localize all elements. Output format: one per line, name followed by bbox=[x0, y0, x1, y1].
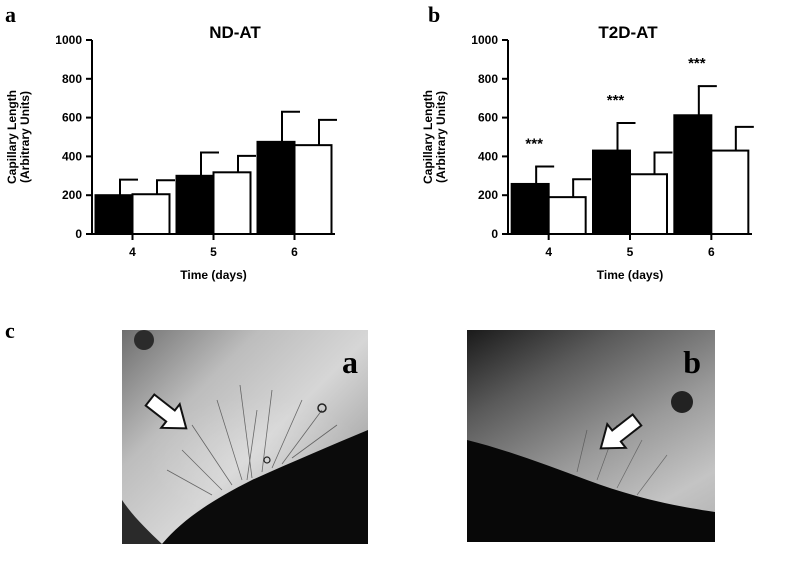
y-tick-label: 0 bbox=[491, 227, 498, 241]
y-tick-label: 1000 bbox=[55, 33, 82, 47]
y-axis-label: Capillary Length bbox=[421, 90, 435, 184]
bar-open bbox=[629, 173, 668, 235]
micrograph-t2d-at: b bbox=[467, 330, 715, 542]
micrograph-label-b: b bbox=[683, 344, 701, 380]
y-tick-label: 800 bbox=[478, 72, 498, 86]
x-tick-label: 6 bbox=[291, 245, 298, 259]
y-tick-label: 200 bbox=[62, 188, 82, 202]
micrograph-nd-at-art bbox=[122, 330, 368, 544]
bar-filled bbox=[256, 140, 296, 236]
x-axis-label: Time (days) bbox=[597, 268, 663, 282]
x-axis-label: Time (days) bbox=[180, 268, 246, 282]
significance-marker: *** bbox=[525, 135, 543, 152]
y-tick-label: 600 bbox=[62, 111, 82, 125]
chart-title: T2D-AT bbox=[598, 23, 658, 42]
x-tick-label: 5 bbox=[210, 245, 217, 259]
arrow-icon bbox=[144, 393, 188, 430]
bar-open bbox=[212, 171, 252, 235]
bar-open bbox=[547, 196, 587, 235]
bar-filled bbox=[673, 114, 713, 235]
micrograph-nd-at: a bbox=[122, 330, 368, 544]
y-tick-label: 1000 bbox=[471, 33, 498, 47]
bar-open bbox=[293, 144, 333, 235]
y-axis-label-units: (Arbitrary Units) bbox=[434, 91, 448, 183]
bar-filled bbox=[592, 149, 631, 235]
significance-marker: *** bbox=[607, 92, 625, 109]
x-tick-label: 6 bbox=[708, 245, 715, 259]
x-tick-label: 5 bbox=[627, 245, 634, 259]
y-axis-label-units: (Arbitrary Units) bbox=[18, 91, 32, 183]
y-tick-label: 400 bbox=[478, 149, 498, 163]
x-tick-label: 4 bbox=[545, 245, 552, 259]
bar-filled bbox=[94, 194, 134, 235]
y-tick-label: 0 bbox=[75, 227, 82, 241]
micrograph-label-a: a bbox=[342, 344, 358, 380]
y-tick-label: 400 bbox=[62, 149, 82, 163]
chart-t2d-at: T2D-AT 0 200 400 600 800 1000 Capillary Length(… bbox=[421, 23, 754, 282]
panel-label-a: a bbox=[5, 2, 16, 27]
bar-filled bbox=[175, 174, 215, 236]
bar-filled bbox=[510, 182, 550, 235]
bar-open bbox=[710, 149, 750, 235]
y-tick-label: 200 bbox=[478, 188, 498, 202]
bar-open bbox=[131, 193, 171, 235]
panel-label-c: c bbox=[5, 318, 15, 343]
significance-marker: *** bbox=[688, 55, 706, 72]
y-axis-label: Capillary Length bbox=[5, 90, 19, 184]
x-tick-label: 4 bbox=[129, 245, 136, 259]
y-tick-label: 600 bbox=[478, 111, 498, 125]
y-tick-label: 800 bbox=[62, 72, 82, 86]
arrow-icon bbox=[599, 413, 643, 450]
micrograph-t2d-at-art bbox=[467, 391, 715, 542]
panel-label-b: b bbox=[428, 2, 441, 27]
chart-title: ND-AT bbox=[209, 23, 261, 42]
chart-nd-at: ND-AT 0 200 400 600 800 1000 Capillary Length (A… bbox=[5, 23, 337, 282]
